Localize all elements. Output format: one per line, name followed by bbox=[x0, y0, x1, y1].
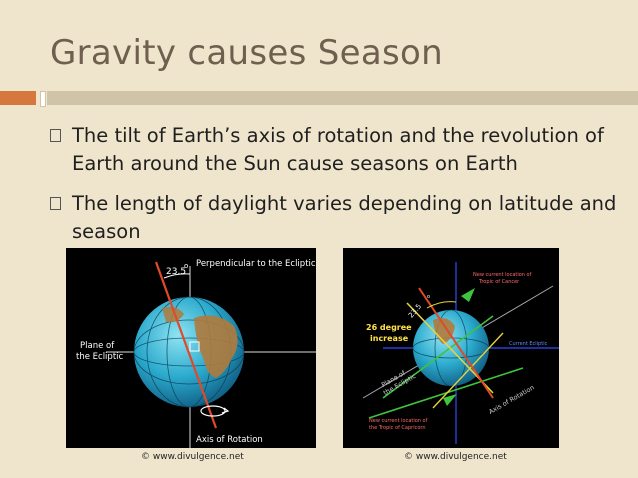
perpendicular-label: Perpendicular to the Ecliptic bbox=[196, 259, 316, 269]
image-credit: © www.divulgence.net bbox=[404, 452, 507, 462]
bullet-box-icon bbox=[50, 197, 61, 210]
rotation-arrow-icon bbox=[200, 405, 226, 417]
continent-shape bbox=[194, 315, 238, 378]
earth-tilt-svg: 23.5 o Perpendicular to the Ecliptic Pla… bbox=[76, 259, 316, 448]
bullet-item: The tilt of Earth’s axis of rotation and… bbox=[50, 122, 620, 178]
right-angle-mark bbox=[189, 341, 200, 352]
angle-label: 23.5 bbox=[166, 267, 186, 277]
tilt-increase-svg: New current location of Tropic of Cancer… bbox=[362, 262, 559, 444]
tilt-line bbox=[432, 332, 504, 409]
earth-tilt-diagram: 23.5 o Perpendicular to the Ecliptic Pla… bbox=[66, 248, 316, 448]
plane-label-line1: Plane of bbox=[80, 341, 115, 351]
axis-of-rotation-line bbox=[154, 261, 218, 429]
angle-arc bbox=[163, 273, 191, 279]
current-ecliptic-label: Current Ecliptic bbox=[509, 341, 548, 347]
capricorn-label-line1: New current location of bbox=[369, 418, 428, 424]
continent-shape bbox=[162, 306, 184, 323]
cancer-label-line2: Tropic of Cancer bbox=[478, 279, 520, 285]
bullet-list: The tilt of Earth’s axis of rotation and… bbox=[50, 122, 620, 258]
rotation-arrowhead-icon bbox=[221, 407, 230, 414]
tropic-cancer-line bbox=[382, 315, 494, 399]
bullet-text: The length of daylight varies depending … bbox=[72, 192, 617, 243]
degree-symbol: o bbox=[427, 294, 430, 300]
cancer-label-line1: New current location of bbox=[473, 272, 532, 278]
bullet-item: The length of daylight varies depending … bbox=[50, 190, 620, 246]
arrowhead-icon bbox=[443, 394, 457, 406]
title-rule-accent bbox=[0, 91, 36, 105]
axis-label: Axis of Rotation bbox=[487, 383, 535, 415]
tilt-increase-diagram: New current location of Tropic of Cancer… bbox=[343, 248, 559, 448]
tropic-capricorn-line bbox=[368, 367, 524, 419]
title-rule bbox=[47, 91, 638, 105]
angle-arc bbox=[426, 301, 457, 309]
arrowhead-icon bbox=[461, 288, 475, 302]
continent-shape bbox=[433, 318, 455, 344]
increase-label-line2: increase bbox=[370, 334, 409, 343]
bullet-box-icon bbox=[50, 129, 61, 142]
plane-label-line2: the Ecliptic bbox=[76, 352, 124, 362]
title-rule-box bbox=[40, 91, 46, 107]
degree-symbol: o bbox=[184, 262, 188, 270]
slide-title: Gravity causes Season bbox=[50, 33, 443, 73]
increase-label-line1: 26 degree bbox=[366, 323, 412, 332]
image-credit: © www.divulgence.net bbox=[141, 452, 244, 462]
bullet-text: The tilt of Earth’s axis of rotation and… bbox=[72, 124, 604, 175]
axis-of-rotation-line bbox=[418, 287, 494, 399]
capricorn-label-line2: the Tropic of Capricorn bbox=[369, 425, 426, 431]
axis-label: Axis of Rotation bbox=[196, 435, 263, 445]
